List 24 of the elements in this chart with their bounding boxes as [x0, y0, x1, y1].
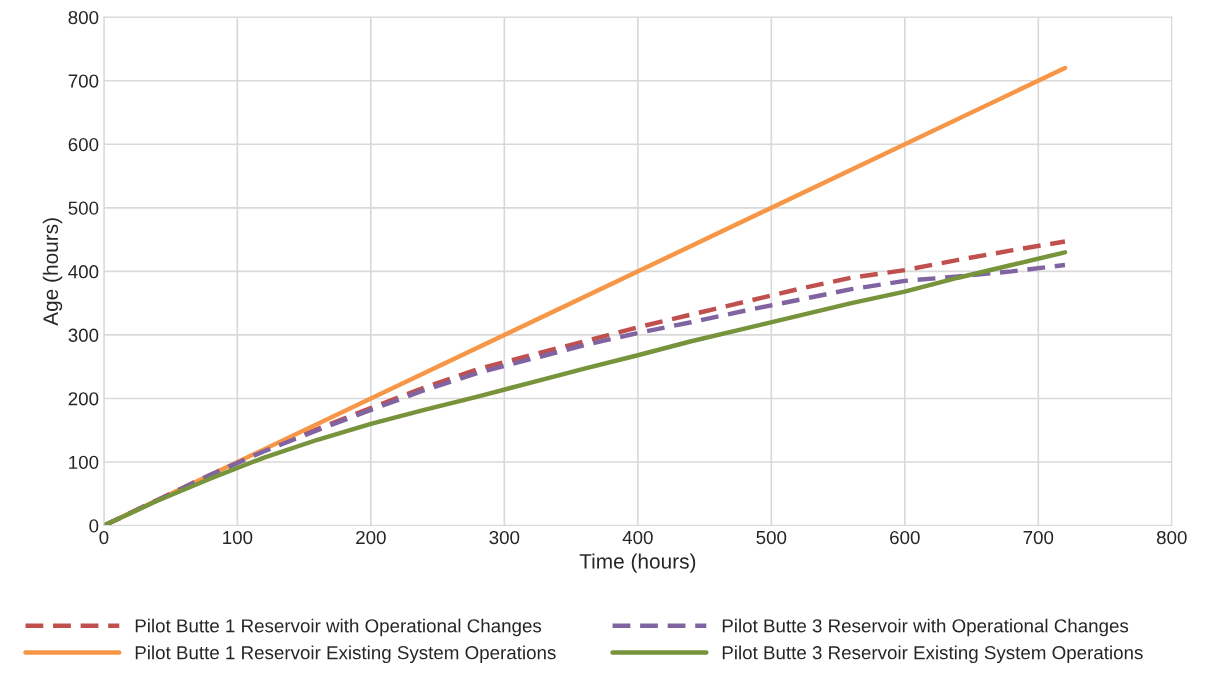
- legend-label: Pilot Butte 3 Reservoir with Operational Changes: [722, 618, 1129, 637]
- x-tick-label: 300: [489, 530, 520, 545]
- y-tick-label: 300: [68, 328, 99, 342]
- y-tick-label: 100: [69, 455, 99, 469]
- y-tick-label: 700: [68, 74, 99, 88]
- x-tick-label: 0: [99, 530, 109, 545]
- y-tick-label: 800: [68, 10, 99, 25]
- x-tick-label: 600: [890, 530, 920, 545]
- legend-label: Pilot Butte 3 Reservoir Existing System Operations: [722, 645, 1143, 664]
- x-axis-title: Time (hours): [579, 553, 696, 573]
- y-tick-label: 200: [68, 392, 99, 406]
- x-tick-label: 400: [622, 530, 653, 545]
- x-tick-label: 200: [356, 530, 386, 545]
- y-tick-label: 600: [68, 137, 99, 152]
- y-tick-label: 400: [68, 265, 99, 279]
- x-tick-label: 800: [1156, 530, 1187, 545]
- y-tick-label: 0: [89, 519, 99, 533]
- x-tick-label: 500: [756, 530, 787, 545]
- x-tick-label: 700: [1023, 530, 1054, 545]
- x-tick-label: 100: [223, 530, 253, 545]
- y-axis-title: Age (hours): [42, 218, 63, 326]
- y-tick-label: 500: [68, 201, 99, 215]
- legend-label: Pilot Butte 1 Reservoir Existing System Operations: [135, 645, 556, 664]
- legend-label: Pilot Butte 1 Reservoir with Operational Changes: [135, 618, 542, 637]
